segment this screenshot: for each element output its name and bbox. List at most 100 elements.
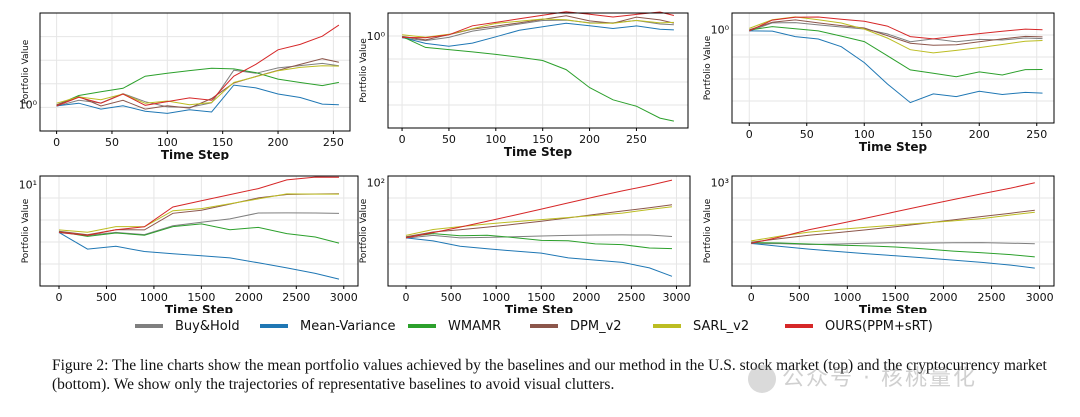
x-tick-label: 0 bbox=[399, 133, 406, 146]
legend-swatch-buy-hold bbox=[135, 324, 163, 328]
series-line-mean-variance bbox=[56, 84, 339, 114]
x-tick-label: 1000 bbox=[482, 291, 510, 304]
x-tick-label: 3000 bbox=[662, 291, 690, 304]
x-axis-label: Time Step bbox=[859, 303, 928, 313]
x-tick-label: 0 bbox=[403, 291, 410, 304]
x-tick-label: 200 bbox=[268, 136, 289, 149]
x-tick-label: 200 bbox=[579, 133, 600, 146]
series-line-buy-hold bbox=[751, 242, 1035, 246]
series-line-sarl-v2 bbox=[751, 211, 1035, 242]
legend-item-wmamr: WMAMR bbox=[408, 316, 501, 336]
y-axis-label: Portfolio Value bbox=[703, 198, 713, 263]
y-tick-label: 10⁰ bbox=[711, 24, 730, 37]
wechat-logo-icon bbox=[748, 365, 776, 393]
series-line-buy-hold bbox=[749, 22, 1043, 43]
series-line-mean-variance bbox=[58, 231, 340, 280]
x-tick-label: 150 bbox=[212, 136, 233, 149]
x-axis-label: Time Step bbox=[504, 145, 573, 159]
series-line-mean-variance bbox=[401, 22, 674, 47]
series-line-wmamr bbox=[58, 223, 340, 244]
series-line-wmamr bbox=[751, 242, 1035, 258]
legend: Buy&Hold Mean-Variance WMAMR DPM_v2 SARL… bbox=[135, 316, 1035, 336]
series-line-buy-hold bbox=[58, 212, 340, 236]
y-tick-label: 10⁰ bbox=[20, 98, 38, 111]
chart-us-3: 0 50 100 150 200 250 10⁰ Time Step Portfolio Val… bbox=[703, 12, 1055, 154]
y-axis-label: Portfolio Value bbox=[703, 35, 713, 100]
x-tick-label: 0 bbox=[746, 128, 753, 141]
x-tick-label: 100 bbox=[854, 128, 875, 141]
chart-crypto-2: 0 500 1000 1500 2000 2500 3000 10² Time Step Port… bbox=[359, 175, 691, 313]
y-tick-label: 10² bbox=[367, 177, 385, 190]
series-line-dpm-v2 bbox=[751, 209, 1035, 243]
legend-label: Buy&Hold bbox=[175, 318, 240, 334]
legend-label: Mean-Variance bbox=[300, 318, 396, 334]
x-tick-label: 1000 bbox=[833, 291, 861, 304]
legend-label: DPM_v2 bbox=[570, 318, 622, 334]
x-tick-label: 2500 bbox=[282, 291, 310, 304]
x-axis-label: Time Step bbox=[505, 303, 574, 313]
x-tick-label: 100 bbox=[485, 133, 506, 146]
x-tick-label: 200 bbox=[969, 128, 990, 141]
x-axis-label: Time Step bbox=[859, 140, 928, 154]
chart-us-2: 0 50 100 150 200 250 10⁰ Time Step Portfolio Val… bbox=[359, 11, 689, 159]
x-tick-label: 500 bbox=[441, 291, 462, 304]
x-tick-label: 1000 bbox=[140, 291, 168, 304]
x-tick-label: 150 bbox=[532, 133, 553, 146]
series-line-mean-variance bbox=[751, 242, 1035, 269]
plot-frame bbox=[39, 175, 359, 287]
legend-item-buy-hold: Buy&Hold bbox=[135, 316, 240, 336]
y-tick-label: 10¹ bbox=[20, 178, 37, 191]
x-tick-label: 0 bbox=[53, 136, 60, 149]
series-line-dpm-v2 bbox=[749, 19, 1043, 46]
figure-caption: Figure 2: The line charts show the mean … bbox=[52, 357, 1047, 393]
x-tick-label: 0 bbox=[748, 291, 755, 304]
plot-frame bbox=[387, 12, 689, 129]
y-axis-label: Portfolio Value bbox=[21, 198, 31, 263]
series-line-buy-hold bbox=[402, 19, 674, 42]
series-line-ours-ppm-srt- bbox=[749, 16, 1043, 40]
legend-item-dpm-v2: DPM_v2 bbox=[530, 316, 622, 336]
x-tick-label: 2000 bbox=[929, 291, 957, 304]
watermark-text: 公众号 · 核桃量化 bbox=[782, 366, 977, 391]
plot-frame bbox=[39, 12, 351, 132]
x-tick-label: 500 bbox=[789, 291, 810, 304]
plot-frame bbox=[731, 12, 1055, 124]
series-line-sarl-v2 bbox=[402, 18, 674, 38]
chart-us-1: 0 50 100 150 200 250 10⁰ Time Step Portfolio Val… bbox=[20, 12, 351, 160]
series-line-ours-ppm-srt- bbox=[402, 11, 675, 39]
x-tick-label: 500 bbox=[96, 291, 117, 304]
x-tick-label: 1500 bbox=[881, 291, 909, 304]
series-line-mean-variance bbox=[749, 30, 1043, 104]
x-tick-label: 2000 bbox=[572, 291, 600, 304]
x-tick-label: 3000 bbox=[330, 291, 358, 304]
legend-label: OURS(PPM+sRT) bbox=[825, 318, 933, 334]
series-line-sarl-v2 bbox=[56, 65, 339, 106]
legend-item-ours: OURS(PPM+sRT) bbox=[785, 316, 933, 336]
x-tick-label: 3000 bbox=[1026, 291, 1054, 304]
x-tick-label: 250 bbox=[323, 136, 344, 149]
x-tick-label: 250 bbox=[626, 133, 647, 146]
x-tick-label: 2500 bbox=[617, 291, 645, 304]
x-tick-label: 150 bbox=[911, 128, 932, 141]
x-tick-label: 1500 bbox=[527, 291, 555, 304]
series-line-dpm-v2 bbox=[58, 193, 340, 236]
legend-swatch-dpm-v2 bbox=[530, 324, 558, 328]
x-tick-label: 1500 bbox=[187, 291, 215, 304]
series-line-ours-ppm-srt- bbox=[405, 179, 673, 239]
chart-crypto-1: 0 500 1000 1500 2000 2500 3000 10¹ Time Step Port… bbox=[20, 175, 359, 313]
series-line-sarl-v2 bbox=[58, 193, 339, 233]
y-tick-label: 10³ bbox=[711, 177, 729, 190]
series-line-wmamr bbox=[405, 233, 673, 250]
legend-item-mean-variance: Mean-Variance bbox=[260, 316, 396, 336]
y-axis-label: Portfolio Value bbox=[21, 39, 31, 104]
series-line-sarl-v2 bbox=[405, 206, 673, 236]
plot-frame bbox=[731, 175, 1055, 287]
legend-label: WMAMR bbox=[448, 318, 502, 334]
plot-frame bbox=[387, 175, 691, 287]
x-tick-label: 250 bbox=[1026, 128, 1047, 141]
legend-swatch-wmamr bbox=[408, 324, 436, 328]
series-line-wmamr bbox=[56, 67, 339, 106]
series-line-buy-hold bbox=[405, 234, 673, 239]
legend-label: SARL_v2 bbox=[693, 318, 750, 334]
y-tick-label: 10⁰ bbox=[367, 30, 386, 43]
